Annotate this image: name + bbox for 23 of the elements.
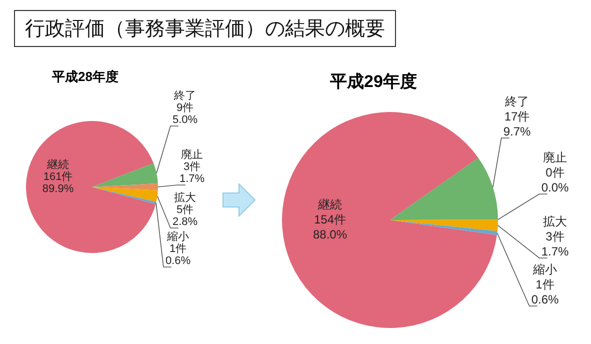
data-label: 154件 88.0% xyxy=(312,212,348,242)
chart-title: 平成29年度 xyxy=(330,71,417,93)
data-label: 5件 2.8% xyxy=(172,204,198,228)
category-label: 廃止 xyxy=(543,150,567,164)
data-label: 3件 1.7% xyxy=(179,161,205,186)
slice-label: 拡大 xyxy=(174,191,196,204)
data-label: 161件 89.9% xyxy=(42,171,74,196)
data-label: 17件 9.7% xyxy=(503,109,531,138)
slice-label: 継続 xyxy=(46,158,69,172)
text: 0件 0.0% xyxy=(541,165,569,194)
data-label: 1件 0.6% xyxy=(165,243,191,268)
slice-label: 終了 xyxy=(173,90,196,102)
chart-title: 平成28年度 xyxy=(52,68,118,86)
data-label: 3件 1.7% xyxy=(541,229,569,258)
slice-label: 廃止 xyxy=(181,148,203,162)
slice-label: 縮小 xyxy=(532,262,557,276)
slice-label: 終了 xyxy=(504,94,529,108)
text: 行政評価（事務事業評価）の結果の概要 xyxy=(14,10,396,47)
slice-label: 拡大 xyxy=(543,214,567,228)
data-label: 1件 0.6% xyxy=(531,277,559,306)
slice-label: 縮小 xyxy=(166,230,189,244)
slice-label: 継続 xyxy=(317,197,342,212)
data-label: 9件 5.0% xyxy=(172,102,198,126)
